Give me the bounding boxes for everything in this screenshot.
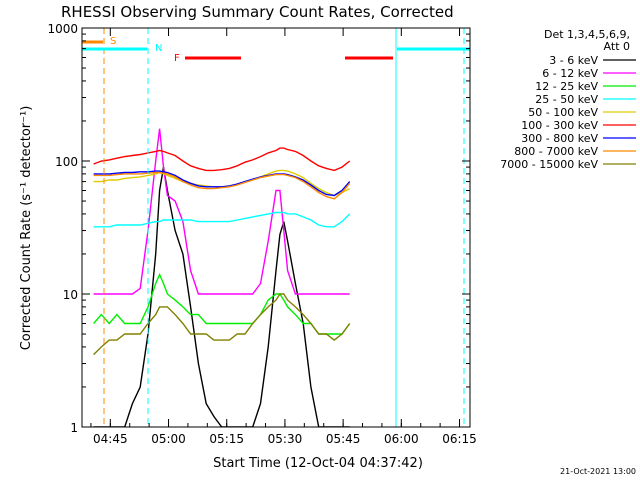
series-group bbox=[93, 128, 351, 427]
legend-label-7: 800 - 7000 keV bbox=[514, 145, 598, 158]
x-tick-label-5: 06:00 bbox=[384, 432, 419, 446]
y-tick-label-1: 10 bbox=[63, 288, 78, 302]
x-tick-label-2: 05:15 bbox=[209, 432, 244, 446]
status-label-s: S bbox=[110, 36, 116, 47]
legend-label-2: 12 - 25 keV bbox=[535, 80, 598, 93]
x-tick-label-6: 06:15 bbox=[442, 432, 477, 446]
x-axis-label: Start Time (12-Oct-04 04:37:42) bbox=[213, 456, 423, 471]
series-line-8 bbox=[93, 293, 351, 356]
y-tick-label-3: 1000 bbox=[47, 22, 78, 36]
legend-label-4: 50 - 100 keV bbox=[528, 106, 598, 119]
legend-header-1: Att 0 bbox=[604, 40, 630, 53]
x-tick-label-0: 04:45 bbox=[93, 432, 128, 446]
legend-header-0: Det 1,3,4,5,6,9, bbox=[544, 28, 630, 41]
status-label-n: N bbox=[155, 43, 162, 54]
series-line-7 bbox=[93, 171, 351, 200]
legend-label-6: 300 - 800 keV bbox=[521, 132, 598, 145]
legend-label-8: 7000 - 15000 keV bbox=[500, 158, 598, 171]
plot-frame bbox=[81, 27, 471, 428]
x-tick-label-1: 05:00 bbox=[151, 432, 186, 446]
series-line-3 bbox=[93, 211, 351, 228]
y-tick-label-2: 100 bbox=[55, 155, 78, 169]
y-axis-label: Corrected Count Rate (s⁻¹ detector⁻¹) bbox=[19, 106, 34, 351]
series-line-1 bbox=[93, 128, 350, 295]
y-tick-label-0: 1 bbox=[70, 421, 78, 435]
footer-date: 21-Oct-2021 13:00 bbox=[560, 467, 636, 476]
plot-area: S N F bbox=[81, 27, 471, 428]
axes: 04:45 05:00 05:15 05:30 05:45 06:00 06:15 1 10 10… bbox=[47, 22, 476, 446]
legend-label-1: 6 - 12 keV bbox=[542, 67, 598, 80]
status-label-f: F bbox=[174, 53, 180, 64]
series-line-2 bbox=[93, 272, 351, 335]
x-tick-label-3: 05:30 bbox=[268, 432, 303, 446]
x-tick-label-4: 05:45 bbox=[326, 432, 361, 446]
series-line-5 bbox=[93, 147, 351, 172]
legend-label-3: 25 - 50 keV bbox=[535, 93, 598, 106]
legend-label-5: 100 - 300 keV bbox=[521, 119, 598, 132]
series-line-6 bbox=[93, 170, 351, 197]
status-bars: S N F bbox=[82, 28, 470, 427]
legend-label-0: 3 - 6 keV bbox=[549, 54, 598, 67]
chart-title: RHESSI Observing Summary Count Rates, Co… bbox=[61, 3, 454, 21]
